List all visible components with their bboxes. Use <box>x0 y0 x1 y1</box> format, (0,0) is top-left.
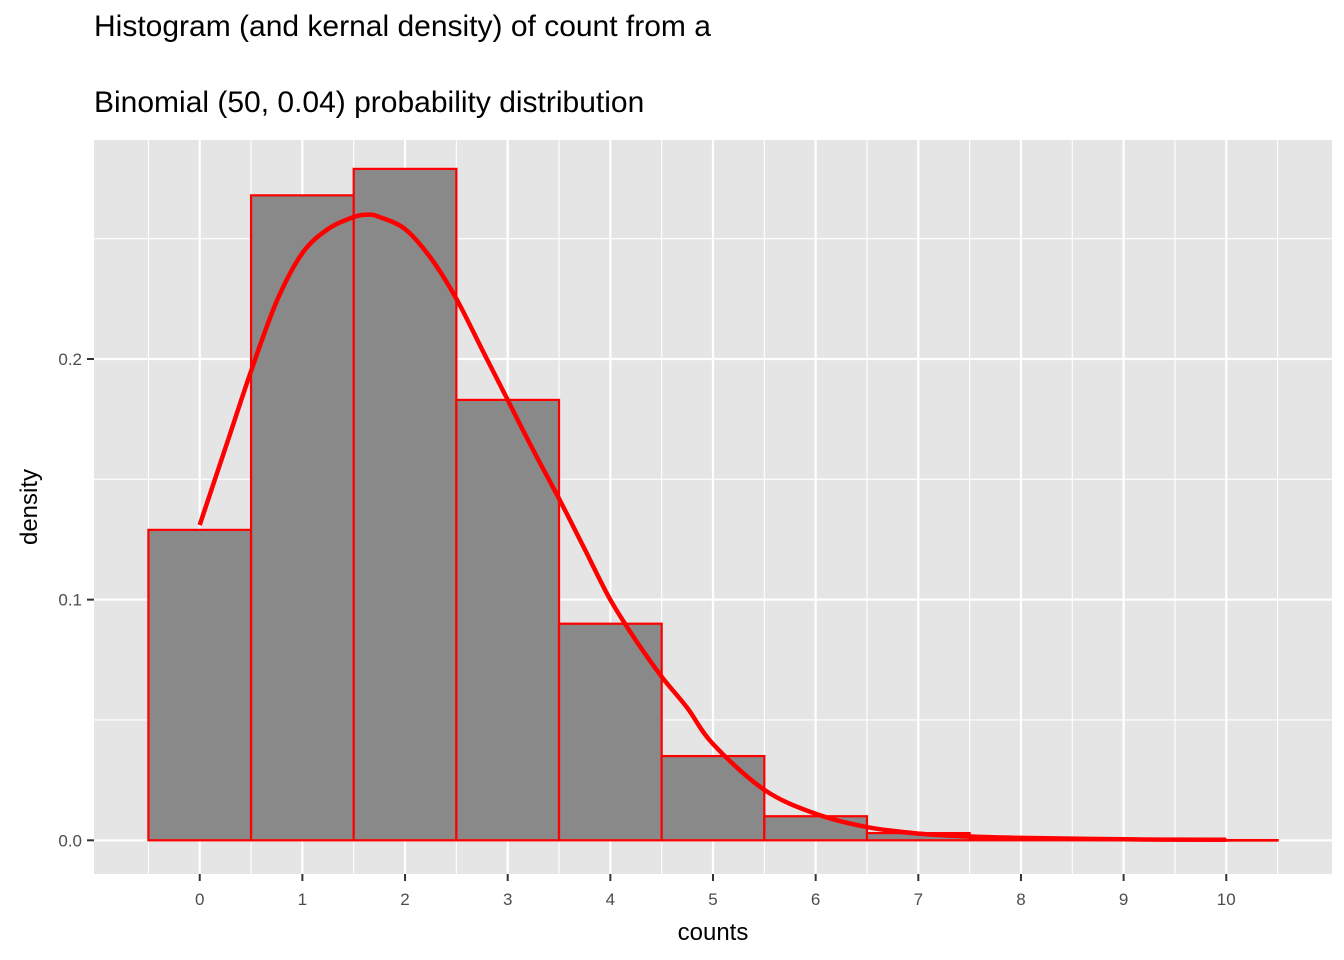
histogram-bar <box>352 167 458 842</box>
x-tick-label: 10 <box>1217 890 1236 909</box>
chart-title-line-1: Histogram (and kernal density) of count … <box>94 10 711 43</box>
x-tick-label: 2 <box>400 890 409 909</box>
x-tick-label: 7 <box>914 890 923 909</box>
histogram-bar <box>147 528 253 842</box>
histogram-bar <box>249 194 355 842</box>
density-curve-layer <box>197 212 1227 843</box>
x-tick-label: 3 <box>503 890 512 909</box>
histogram-bars <box>147 167 1279 842</box>
histogram-bar <box>557 622 663 842</box>
x-tick-label: 9 <box>1119 890 1128 909</box>
x-axis: 0 1 2 3 4 5 6 7 8 9 10 <box>195 874 1236 909</box>
y-tick-label: 0.2 <box>58 350 82 369</box>
x-tick-label: 0 <box>195 890 204 909</box>
y-tick-label: 0.1 <box>58 591 82 610</box>
x-tick-label: 8 <box>1016 890 1025 909</box>
x-axis-title: counts <box>678 919 749 946</box>
chart-title-line-2: Binomial (50, 0.04) probability distribu… <box>94 86 645 119</box>
x-tick-label: 1 <box>298 890 307 909</box>
x-tick-label: 5 <box>708 890 717 909</box>
histogram-bar <box>763 815 869 842</box>
x-tick-label: 6 <box>811 890 820 909</box>
y-tick-label: 0.0 <box>58 831 82 850</box>
density-curve <box>197 212 1227 843</box>
y-axis-title: density <box>16 469 43 545</box>
x-tick-label: 4 <box>606 890 615 909</box>
histogram-bar <box>660 754 766 842</box>
histogram-bar <box>455 398 561 842</box>
y-axis: 0.0 0.1 0.2 <box>58 350 94 850</box>
